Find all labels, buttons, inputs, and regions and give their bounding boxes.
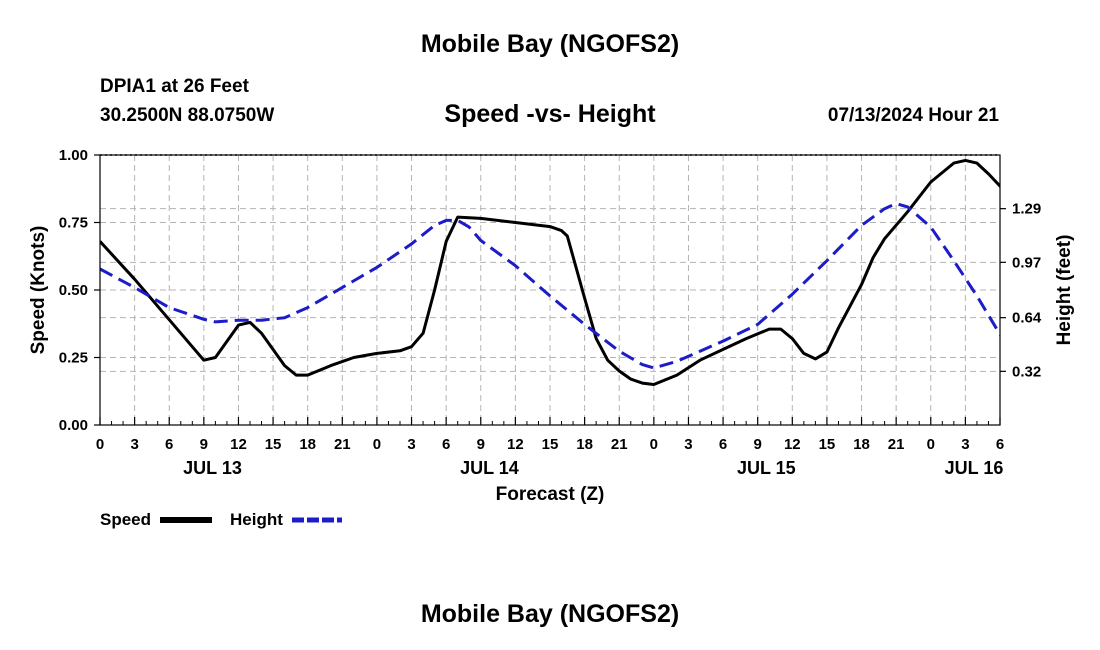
y-tick-label: 0.75 xyxy=(59,215,88,232)
y-axis-label: Speed (Knots) xyxy=(28,226,49,355)
legend-speed-label: Speed xyxy=(100,510,151,529)
station-label: DPIA1 at 26 Feet xyxy=(100,76,249,97)
series-layer xyxy=(100,158,1000,386)
day-label: JUL 13 xyxy=(183,458,242,478)
series-line-height xyxy=(100,202,1000,370)
x-tick-label: 21 xyxy=(611,436,628,453)
y-tick-label: 0.50 xyxy=(59,282,88,299)
x-tick-label: 21 xyxy=(888,436,905,453)
series-line-speed xyxy=(100,158,1000,386)
chart-title: Speed -vs- Height xyxy=(444,100,656,128)
x-tick-label: 3 xyxy=(961,436,969,453)
x-tick-label: 9 xyxy=(754,436,762,453)
x-tick-label: 6 xyxy=(165,436,173,453)
x-tick-label: 6 xyxy=(719,436,727,453)
day-label: JUL 16 xyxy=(945,458,1004,478)
x-tick-label: 18 xyxy=(576,436,593,453)
grid xyxy=(99,154,1001,426)
x-tick-label: 3 xyxy=(684,436,692,453)
x-tick-label: 15 xyxy=(542,436,559,453)
y2-tick-label: 0.32 xyxy=(1012,363,1041,380)
y-tick-label: 0.25 xyxy=(59,350,88,367)
x-tick-label: 9 xyxy=(477,436,485,453)
x-tick-label: 0 xyxy=(96,436,104,453)
x-tick-label: 6 xyxy=(442,436,450,453)
x-tick-label: 12 xyxy=(784,436,801,453)
x-tick-label: 21 xyxy=(334,436,351,453)
axes: 0 3 6 9 12 15 18 21 0 3 6 9 12 15 18 21 0 3 6 9 12 15 18 21 0 3 6J… xyxy=(59,147,1042,478)
y-tick-label: 0.00 xyxy=(59,417,88,434)
x-tick-label: 12 xyxy=(507,436,524,453)
x-tick-label: 3 xyxy=(130,436,138,453)
x-tick-label: 9 xyxy=(200,436,208,453)
x-axis-label: Forecast (Z) xyxy=(496,484,605,505)
y-tick-label: 1.00 xyxy=(59,147,88,164)
x-tick-label: 15 xyxy=(819,436,836,453)
footer-title: Mobile Bay (NGOFS2) xyxy=(420,600,680,628)
day-label: JUL 15 xyxy=(737,458,796,478)
page-title: Mobile Bay (NGOFS2) xyxy=(420,30,680,58)
x-tick-label: 12 xyxy=(230,436,247,453)
day-label: JUL 14 xyxy=(460,458,519,478)
x-tick-label: 3 xyxy=(407,436,415,453)
y2-tick-label: 1.29 xyxy=(1012,201,1041,218)
x-tick-label: 0 xyxy=(650,436,658,453)
x-tick-label: 18 xyxy=(299,436,316,453)
station-coordinates: 30.2500N 88.0750W xyxy=(100,105,275,126)
x-tick-label: 18 xyxy=(853,436,870,453)
x-tick-label: 0 xyxy=(927,436,935,453)
x-tick-label: 15 xyxy=(265,436,282,453)
run-time: 07/13/2024 Hour 21 xyxy=(827,105,999,126)
legend: Speed Height xyxy=(100,510,342,529)
y2-axis-label: Height (feet) xyxy=(1054,235,1075,346)
y2-tick-label: 0.64 xyxy=(1012,310,1042,327)
legend-height-label: Height xyxy=(230,510,283,529)
y2-tick-label: 0.97 xyxy=(1012,254,1041,271)
x-tick-label: 6 xyxy=(996,436,1004,453)
x-tick-label: 0 xyxy=(373,436,381,453)
